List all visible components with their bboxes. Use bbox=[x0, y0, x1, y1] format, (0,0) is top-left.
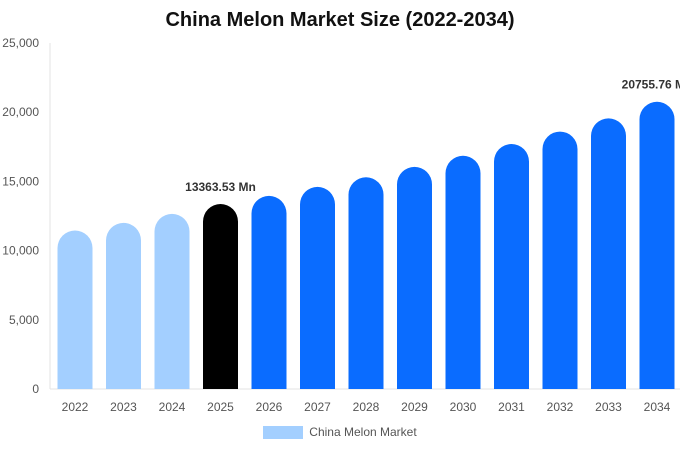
legend-label: China Melon Market bbox=[309, 425, 417, 439]
bar-2023 bbox=[106, 222, 141, 389]
x-tick-label: 2034 bbox=[644, 400, 671, 414]
bar-2031 bbox=[494, 144, 529, 389]
bar-2022 bbox=[57, 230, 93, 389]
bar-2032 bbox=[542, 131, 578, 390]
x-tick-label: 2029 bbox=[401, 400, 428, 414]
bar-2033 bbox=[591, 118, 626, 390]
legend: China Melon Market bbox=[0, 425, 680, 439]
legend-swatch bbox=[263, 425, 304, 439]
x-tick-label: 2031 bbox=[498, 400, 525, 414]
x-tick-label: 2027 bbox=[304, 400, 331, 414]
x-tick-label: 2025 bbox=[207, 400, 234, 414]
x-tick-label: 2028 bbox=[353, 400, 380, 414]
x-tick-label: 2026 bbox=[256, 400, 283, 414]
x-axis-labels: 2022 2023 2024 2025 2026 2027 2028 2029 2030 2031… bbox=[62, 400, 671, 414]
bar-2025 bbox=[203, 204, 238, 389]
y-tick-label: 10,000 bbox=[2, 244, 39, 258]
chart-title: China Melon Market Size (2022-2034) bbox=[165, 9, 515, 31]
y-tick-label: 15,000 bbox=[2, 174, 39, 188]
bar-2027 bbox=[300, 186, 335, 389]
x-tick-label: 2033 bbox=[595, 400, 622, 414]
bar-2026 bbox=[251, 195, 287, 389]
x-tick-label: 2024 bbox=[159, 400, 186, 414]
data-labels: 13363.53 Mn 20755.76 Mn bbox=[185, 78, 680, 194]
x-tick-label: 2030 bbox=[450, 400, 477, 414]
y-tick-label: 20,000 bbox=[2, 105, 39, 119]
y-tick-label: 5,000 bbox=[9, 313, 39, 327]
bar-2024 bbox=[154, 213, 190, 389]
bar-2029 bbox=[397, 166, 432, 389]
data-label-2025: 13363.53 Mn bbox=[185, 180, 256, 194]
x-tick-label: 2023 bbox=[110, 400, 137, 414]
y-tick-label: 0 bbox=[32, 382, 39, 396]
bar-2028 bbox=[348, 177, 384, 389]
bars bbox=[57, 101, 675, 390]
data-label-2034: 20755.76 Mn bbox=[622, 78, 680, 92]
bar-2030 bbox=[445, 155, 481, 389]
y-tick-label: 25,000 bbox=[2, 36, 39, 50]
y-axis-labels: 0 5,000 10,000 15,000 20,000 25,000 bbox=[2, 36, 39, 396]
bar-2034 bbox=[639, 101, 675, 389]
x-tick-label: 2032 bbox=[547, 400, 574, 414]
x-tick-label: 2022 bbox=[62, 400, 89, 414]
